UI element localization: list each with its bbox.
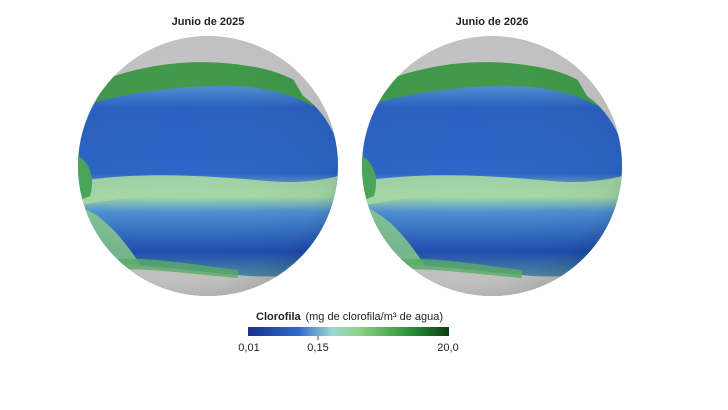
colorbar-tick-label: 0,15 bbox=[307, 342, 328, 354]
colorbar-tick-label: 0,01 bbox=[238, 342, 259, 354]
globe-2026 bbox=[362, 36, 622, 296]
panel-title: Junio de 2025 bbox=[172, 16, 245, 28]
panel-title: Junio de 2026 bbox=[456, 16, 529, 28]
colorbar-subtitle: (mg de clorofila/m³ de agua) bbox=[305, 311, 443, 323]
globe-2025 bbox=[78, 36, 338, 296]
colorbar bbox=[248, 327, 449, 336]
colorbar-tick-label: 20,0 bbox=[437, 342, 458, 354]
colorbar-title: Clorofila bbox=[256, 311, 301, 323]
